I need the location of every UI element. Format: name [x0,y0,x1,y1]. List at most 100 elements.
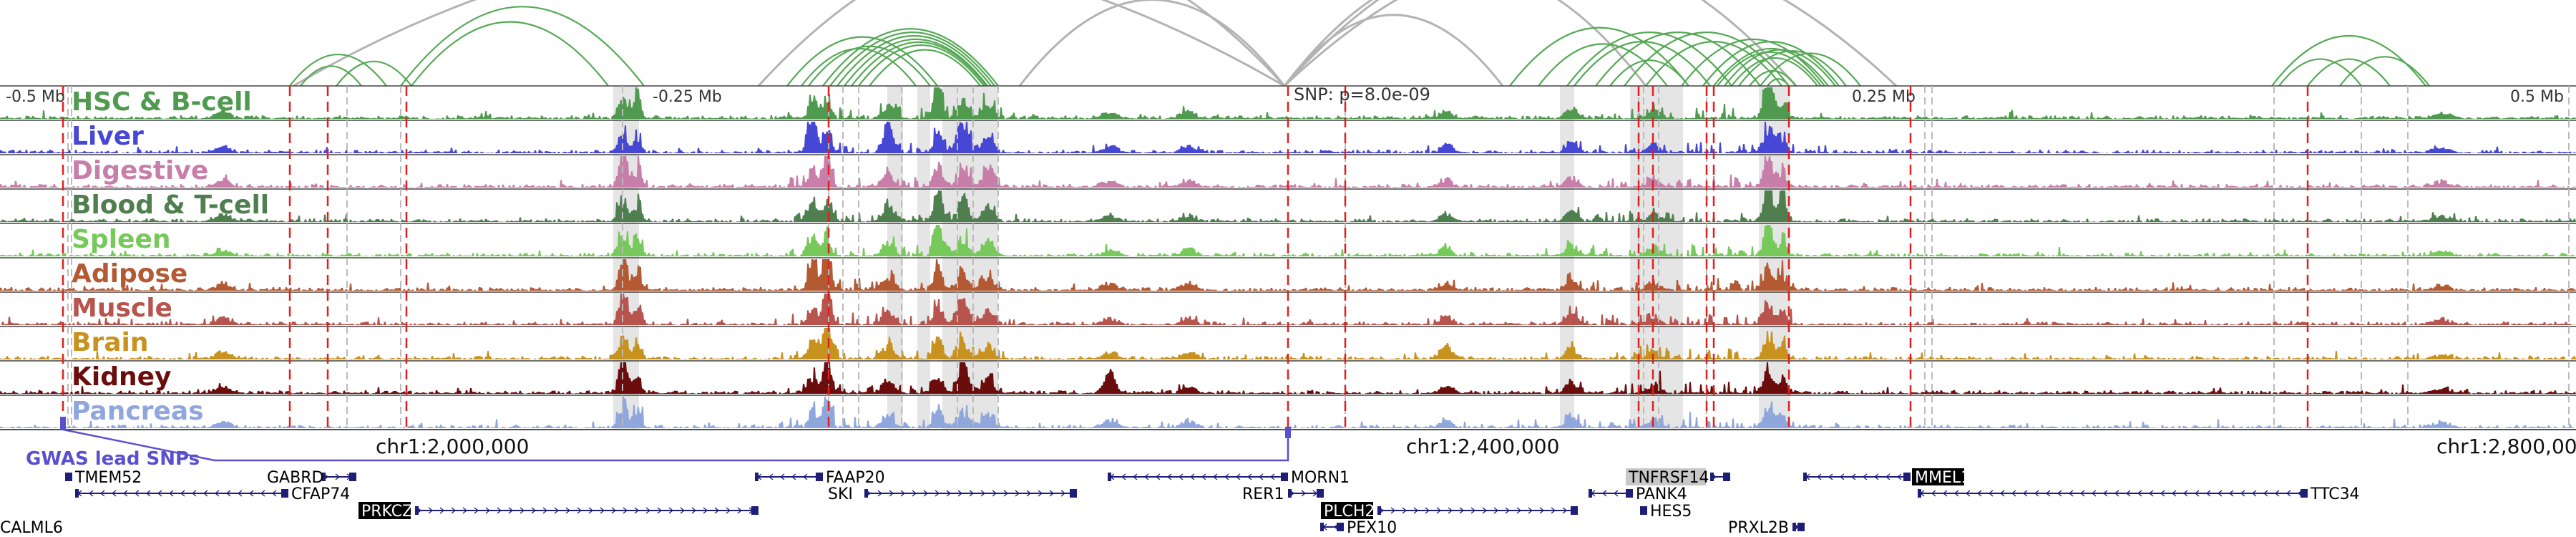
gwas-snp-mark [60,417,66,430]
loop-arc [336,60,412,87]
strand-arrow [157,490,162,497]
gene-exon [68,473,72,481]
track-label: HSC & B-cell [72,87,252,117]
strand-arrow [1965,490,1971,497]
loop-arc [801,47,917,87]
gene-tmem52: TMEM52 [65,469,142,487]
strand-arrow [542,507,548,514]
strand-arrow [260,490,265,497]
marker-lines [62,86,2570,430]
loop-arc [1724,49,1836,87]
track-label: Spleen [72,225,171,254]
strand-arrow [1390,507,1396,514]
gene-label: GABRD [267,469,323,487]
loop-arc [1681,39,1825,87]
loop-arc [2278,58,2362,87]
strand-arrow [980,490,986,497]
strand-arrow [2022,490,2028,497]
strand-arrow [2137,490,2142,497]
track-label: Blood & T-cell [72,190,269,220]
gene-exon [1571,506,1578,515]
loop-arc [869,49,981,87]
strand-arrow [248,490,254,497]
strand-arrow [2102,490,2108,497]
gene-exon [1710,473,1714,481]
strand-arrow [2251,490,2257,497]
strand-arrow [508,507,514,514]
strand-arrow [912,490,917,497]
strand-arrow [1413,507,1419,514]
strand-arrow [1873,473,1879,480]
strand-arrow [623,507,628,514]
strand-arrow [1015,490,1020,497]
gene-cfap74: CFAP74 [75,485,350,503]
strand-arrow [2240,490,2245,497]
strand-arrow [680,507,686,514]
track-label: Adipose [72,259,187,289]
gene-exon [2301,489,2308,498]
loop-arc [1538,43,1668,87]
track-label: Liver [72,122,144,151]
scale-left: -0.5 Mb [6,88,65,106]
strand-arrow [1482,507,1488,514]
strand-arrow [1060,490,1066,497]
gene-exon [1918,489,1921,498]
strand-arrow [1976,490,1982,497]
loop-arc [1509,26,1689,87]
strand-arrow [2285,490,2291,497]
loop-arc [1749,69,1797,87]
strand-arrow [1448,507,1453,514]
gene-exon [751,506,758,515]
strand-arrow [714,507,720,514]
gene-exon [1797,523,1805,531]
gene-exon [1070,489,1077,498]
strand-arrow [657,507,663,514]
strand-arrow [726,507,731,514]
loop-arc [1760,52,1861,87]
strand-arrow [1999,490,2005,497]
strand-arrow [1505,507,1511,514]
strand-arrow [122,490,128,497]
gene-exon [1317,489,1324,498]
gene-highlight [1321,502,1373,519]
gene-prkcz: PRKCZ [358,502,758,521]
loop-arc [293,0,1285,87]
strand-arrow [1212,473,1218,480]
gene-exon [1288,489,1292,498]
strand-arrow [611,507,617,514]
gene-exon [1377,506,1381,515]
gene-exon [1903,473,1911,481]
strand-arrow [2171,490,2177,497]
gene-gabrd: GABRD [267,469,356,487]
strand-arrow [779,473,785,480]
loop-arc [1717,51,1822,87]
loop-arc [1645,41,1782,87]
loop-arc [400,6,645,87]
loop-arc [1713,47,1829,87]
strand-arrow [1132,473,1138,480]
strand-arrow [531,507,537,514]
gene-label: TTC34 [2310,485,2360,503]
strand-arrow [969,490,975,497]
strand-arrow [1189,473,1195,480]
gene-exon [322,473,326,481]
gene-ttc34: TTC34 [1918,485,2360,503]
distance-scale: -0.5 Mb -0.25 Mb SNP: p=8.0e-09 0.25 Mb 0.5 … [6,84,2564,106]
gene-hes5: HES5 [1640,503,1692,521]
strand-arrow [668,507,674,514]
gene-label: HES5 [1650,503,1692,521]
strand-arrow [588,507,594,514]
strand-arrow [2114,490,2119,497]
strand-arrow [2194,490,2200,497]
strand-arrow [1166,473,1172,480]
gene-exon [816,473,823,481]
gene-plch2: PLCH2 [1321,502,1578,521]
strand-arrow [1816,473,1822,480]
loop-arc [1283,0,1898,87]
strand-arrow [1988,490,1994,497]
strand-arrow [1470,507,1476,514]
strand-arrow [2057,490,2062,497]
strand-arrow [1862,473,1868,480]
strand-arrow [703,507,708,514]
strand-arrow [2011,490,2016,497]
